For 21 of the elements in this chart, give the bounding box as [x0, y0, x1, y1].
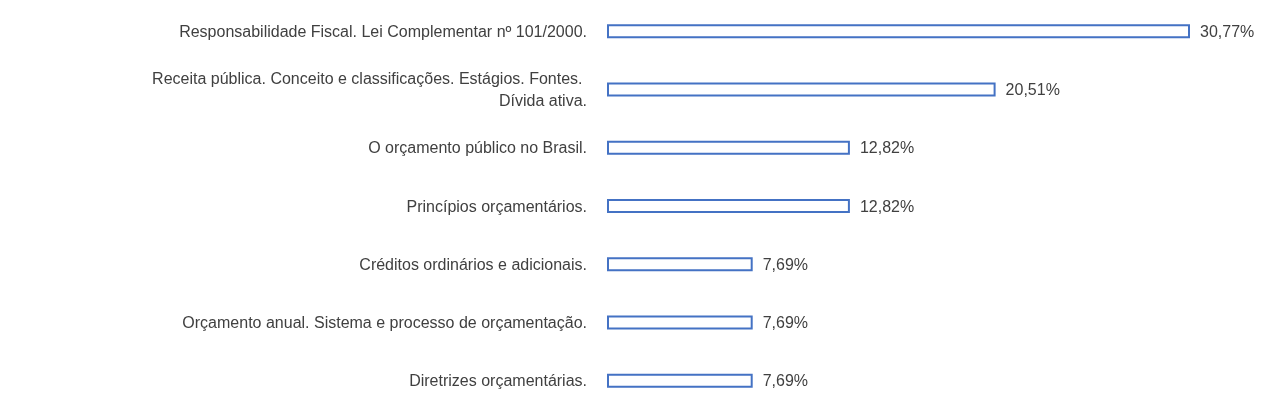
bar	[607, 315, 753, 330]
y-tick-label: Créditos ordinários e adicionais.	[359, 255, 587, 273]
data-label: 20,51%	[1005, 80, 1060, 98]
data-label: 7,69%	[762, 255, 809, 273]
bar	[607, 140, 850, 155]
y-tick-label: Diretrizes orçamentárias.	[409, 372, 587, 390]
data-label: 30,77%	[1200, 22, 1255, 40]
bar	[607, 199, 850, 213]
y-tick-label: O orçamento público no Brasil.	[368, 139, 587, 157]
data-label: 12,82%	[859, 197, 915, 215]
y-tick-label: Orçamento anual. Sistema e processo de orçamentação.	[182, 314, 587, 332]
data-label: 7,69%	[762, 372, 809, 390]
y-tick-label: Responsabilidade Fiscal. Lei Complementar nº 101/2000.	[179, 22, 587, 40]
bar	[607, 373, 753, 388]
data-label: 7,69%	[762, 314, 809, 332]
bar	[607, 24, 1190, 39]
bar	[607, 82, 996, 97]
data-label: 12,82%	[859, 139, 915, 157]
y-tick-label: Princípios orçamentários.	[406, 197, 587, 215]
bar	[607, 257, 753, 272]
y-tick-label: Receita pública. Conceito e classificações. Estágios. Fontes. Dívida ativa.	[152, 69, 587, 109]
